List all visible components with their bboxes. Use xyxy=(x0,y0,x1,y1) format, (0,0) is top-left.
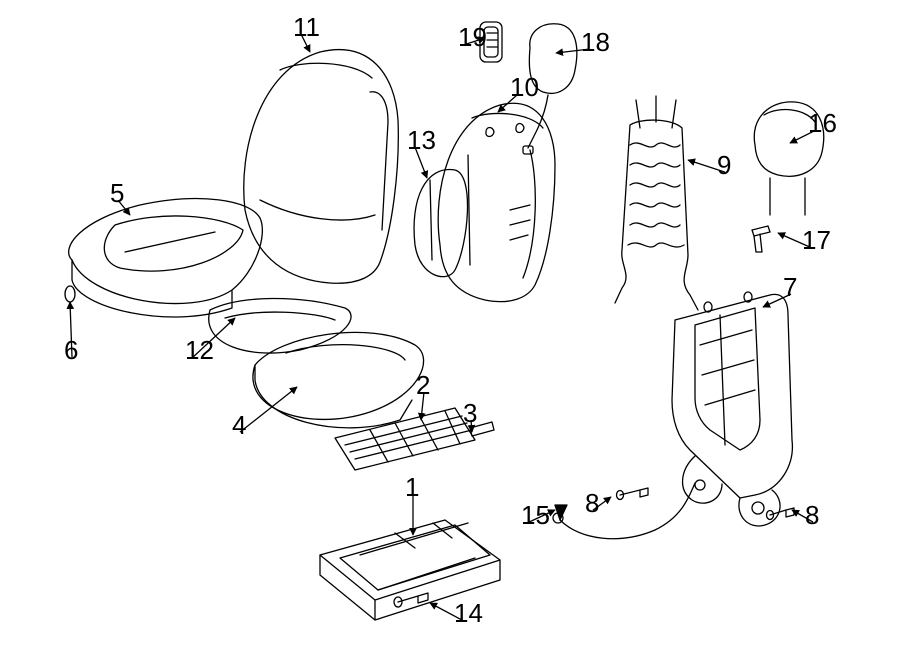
leader-4 xyxy=(240,387,297,432)
callout-4: 4 xyxy=(232,410,246,441)
callout-10: 10 xyxy=(510,72,539,103)
diagram-stage: 123456788910111213141516171819 xyxy=(0,0,900,661)
part-seat-cushion-pad xyxy=(253,332,424,427)
callout-8: 8 xyxy=(805,500,819,531)
callout-8: 8 xyxy=(585,488,599,519)
callout-13: 13 xyxy=(407,125,436,156)
callout-1: 1 xyxy=(405,472,419,503)
callout-12: 12 xyxy=(185,335,214,366)
callout-7: 7 xyxy=(783,272,797,303)
part-seat-cushion-cover xyxy=(69,199,263,317)
callout-5: 5 xyxy=(110,178,124,209)
callout-14: 14 xyxy=(454,598,483,629)
part-hog-ring xyxy=(65,286,75,302)
callout-17: 17 xyxy=(802,225,831,256)
callout-6: 6 xyxy=(64,335,78,366)
part-seat-back-frame xyxy=(672,292,792,526)
part-lumbar-spring xyxy=(615,96,698,310)
callout-16: 16 xyxy=(808,108,837,139)
part-headrest-guide xyxy=(752,226,770,252)
parts-svg xyxy=(0,0,900,661)
part-seat-back-cover xyxy=(244,50,399,284)
part-cushion-spring-grid xyxy=(335,408,475,470)
part-recliner-cable xyxy=(553,483,695,539)
callout-3: 3 xyxy=(463,398,477,429)
callout-11: 11 xyxy=(293,12,320,43)
callout-2: 2 xyxy=(416,370,430,401)
callout-9: 9 xyxy=(717,150,731,181)
part-frame-bolt-left xyxy=(617,488,649,500)
part-seat-back-pad xyxy=(438,103,555,301)
callout-15: 15 xyxy=(521,500,550,531)
callout-19: 19 xyxy=(458,22,487,53)
callout-18: 18 xyxy=(581,27,610,58)
